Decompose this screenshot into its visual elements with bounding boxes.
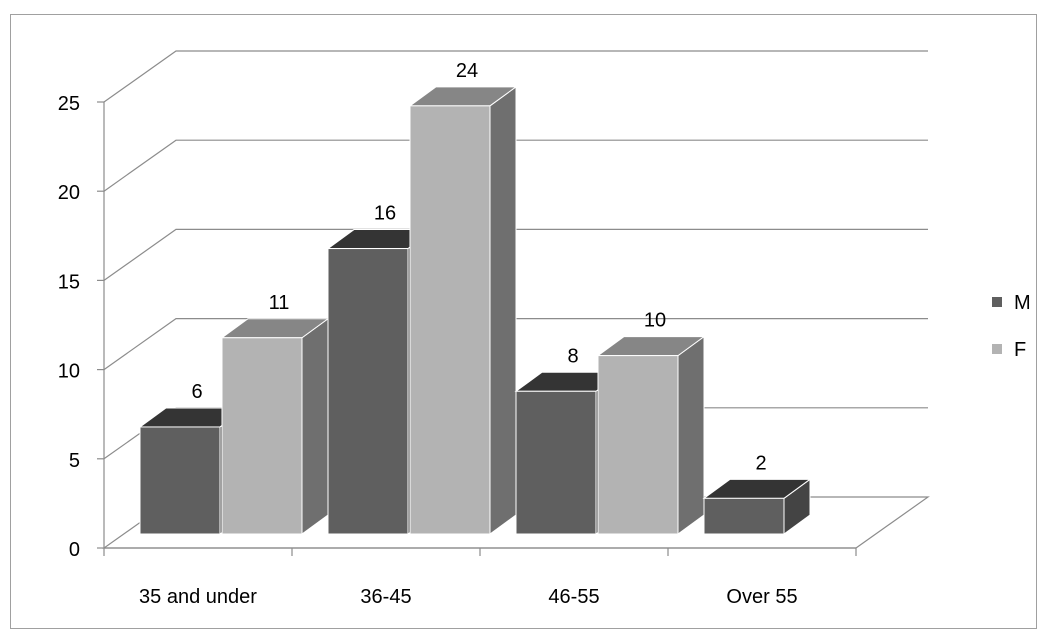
bar-front (703, 497, 785, 535)
y-tick-label: 10 (58, 361, 80, 383)
legend-swatch-M (992, 297, 1002, 307)
y-tick-label: 5 (69, 450, 80, 472)
bar-front (409, 105, 491, 535)
bar-F-1 (408, 85, 518, 535)
x-tick-label: 35 and under (139, 586, 257, 608)
x-tick-label: 46-55 (548, 586, 599, 608)
bar-F-0 (220, 317, 330, 535)
gridline (103, 318, 928, 371)
bar-side (489, 85, 517, 535)
y-tick-label: 15 (58, 271, 80, 293)
bar-front (597, 355, 679, 535)
data-label: 6 (191, 381, 202, 403)
data-labels: 6 11 16 24 8 10 2 (191, 60, 766, 474)
y-tick-label: 20 (58, 182, 80, 204)
bars (138, 85, 812, 535)
data-label: 10 (644, 310, 666, 332)
data-label: 16 (374, 203, 396, 225)
bar-front (221, 337, 303, 535)
x-tick-label: 36-45 (360, 586, 411, 608)
gridline (103, 50, 928, 103)
bar-side (677, 335, 705, 535)
legend-swatch-F (992, 344, 1002, 354)
bar-front (515, 390, 597, 535)
data-label: 2 (755, 452, 766, 474)
gridlines (103, 50, 928, 460)
gridline (103, 139, 928, 192)
data-label: 24 (456, 60, 478, 82)
gridline (103, 228, 928, 281)
data-label: 8 (567, 345, 578, 367)
bar-side (301, 317, 329, 535)
bar-front (327, 248, 409, 535)
legend-label-M: M (1014, 292, 1031, 314)
y-tick-label: 25 (58, 93, 80, 115)
x-tick-label: Over 55 (726, 586, 797, 608)
bar-F-2 (596, 335, 706, 535)
y-tick-label: 0 (69, 539, 80, 561)
data-label: 11 (269, 292, 290, 314)
axes: 0 5 10 15 20 25 35 and under 36-45 46-55 Over 55 (58, 93, 857, 608)
bar-M-3 (702, 478, 812, 535)
bar-front (139, 426, 221, 535)
legend: MF (992, 292, 1031, 361)
legend-label-F: F (1014, 339, 1026, 361)
